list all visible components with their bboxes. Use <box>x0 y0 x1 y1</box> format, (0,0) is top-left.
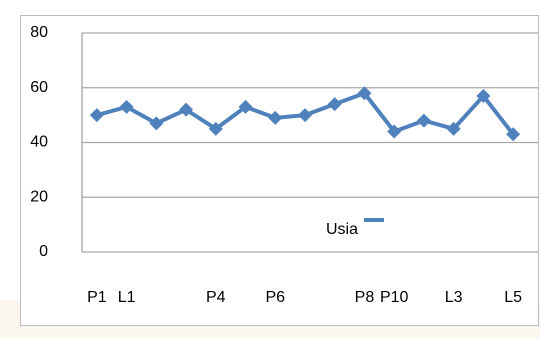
x-tick-label: P4 <box>206 289 226 306</box>
marker <box>149 116 164 131</box>
marker <box>298 108 312 123</box>
x-tick-label: L3 <box>445 289 463 306</box>
marker <box>89 108 104 123</box>
y-tick-label: 20 <box>30 188 48 205</box>
marker <box>327 97 342 112</box>
marker <box>179 102 194 117</box>
marker <box>446 121 461 136</box>
y-tick-label: 0 <box>39 243 48 260</box>
marker <box>387 124 402 139</box>
marker <box>208 121 223 136</box>
x-tick-label: P8 <box>355 289 375 306</box>
x-tick-label: L1 <box>118 289 136 306</box>
marker <box>416 113 431 128</box>
x-tick-label: P6 <box>265 289 285 306</box>
x-tick-label: P1 <box>87 289 107 306</box>
legend-label: Usia <box>326 221 358 238</box>
marker <box>268 110 283 125</box>
marker <box>476 88 491 103</box>
y-tick-label: 40 <box>30 134 48 151</box>
y-tick-label: 80 <box>30 24 48 41</box>
marker <box>119 99 134 114</box>
marker <box>238 99 253 114</box>
chart-frame <box>20 15 539 326</box>
marker <box>357 86 372 101</box>
marker <box>506 127 521 142</box>
x-tick-label: P10 <box>380 289 409 306</box>
x-tick-label: L5 <box>504 289 522 306</box>
y-tick-label: 60 <box>30 79 48 96</box>
